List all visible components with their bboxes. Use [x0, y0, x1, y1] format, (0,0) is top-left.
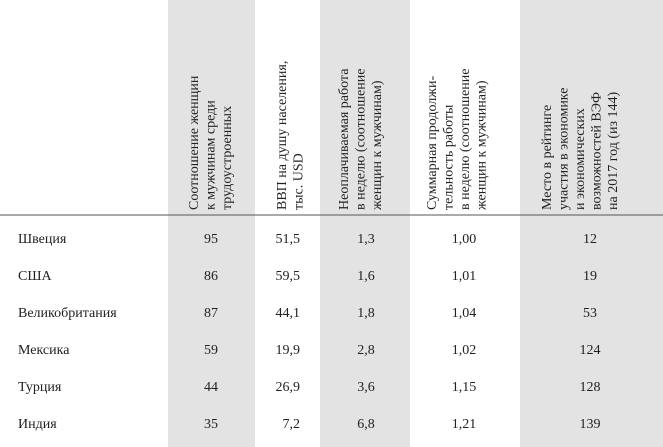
row-label: США — [18, 269, 52, 284]
row-label: Великобритания — [18, 306, 117, 321]
cell: 35 — [204, 417, 218, 432]
column-shade — [168, 0, 255, 447]
cell: 1,01 — [452, 269, 477, 284]
cell: 12 — [583, 232, 597, 247]
cell: 44 — [204, 380, 218, 395]
cell: 7,2 — [283, 417, 301, 432]
column-header: и экономических — [573, 108, 588, 210]
cell: 19 — [583, 269, 597, 284]
cell: 51,5 — [276, 232, 301, 247]
cell: 1,6 — [357, 269, 375, 284]
cell: 124 — [580, 343, 601, 358]
column-header: к мужчинам среди — [204, 100, 219, 210]
cell: 44,1 — [276, 306, 301, 321]
cell: 1,02 — [452, 343, 477, 358]
cell: 2,8 — [357, 343, 375, 358]
column-shade — [520, 0, 663, 447]
row-label: Швеция — [18, 232, 67, 247]
column-header: в неделю (соотношение — [458, 69, 473, 210]
cell: 59,5 — [276, 269, 301, 284]
cell: 53 — [583, 306, 597, 321]
column-header: Место в рейтинге — [540, 105, 555, 210]
column-header: ВВП на душу населения, — [275, 61, 290, 210]
cell: 87 — [204, 306, 218, 321]
row-label: Турция — [18, 380, 62, 395]
column-header: тельность работы — [442, 104, 457, 210]
cell: 86 — [204, 269, 218, 284]
cell: 1,3 — [357, 232, 375, 247]
cell: 1,8 — [357, 306, 375, 321]
column-shade — [320, 0, 410, 447]
row-label: Мексика — [18, 343, 70, 358]
cell: 1,04 — [452, 306, 477, 321]
cell: 59 — [204, 343, 218, 358]
column-header: Неоплачиваемая работа — [337, 68, 352, 210]
cell: 3,6 — [357, 380, 375, 395]
cell: 19,9 — [276, 343, 301, 358]
column-header: Суммарная продолжи- — [425, 76, 440, 210]
column-header: женщин к мужчинам) — [475, 80, 490, 211]
cell: 1,15 — [452, 380, 477, 395]
column-header: трудоустроенных — [220, 106, 235, 210]
cell: 26,9 — [276, 380, 301, 395]
column-header: на 2017 год (из 144) — [606, 91, 621, 210]
cell: 1,00 — [452, 232, 477, 247]
column-header: тыс. USD — [292, 153, 307, 210]
column-header: участия в экономике — [557, 88, 572, 210]
cell: 139 — [580, 417, 601, 432]
row-label: Индия — [18, 417, 57, 432]
cell: 128 — [580, 380, 601, 395]
column-header: в неделю (соотношение — [354, 69, 369, 210]
cell: 1,21 — [452, 417, 477, 432]
column-header: женщин к мужчинам) — [370, 80, 385, 211]
column-header: возможностей ВЭФ — [590, 92, 605, 210]
cell: 95 — [204, 232, 218, 247]
column-header: Соотношение женщин — [187, 75, 202, 210]
cell: 6,8 — [357, 417, 375, 432]
